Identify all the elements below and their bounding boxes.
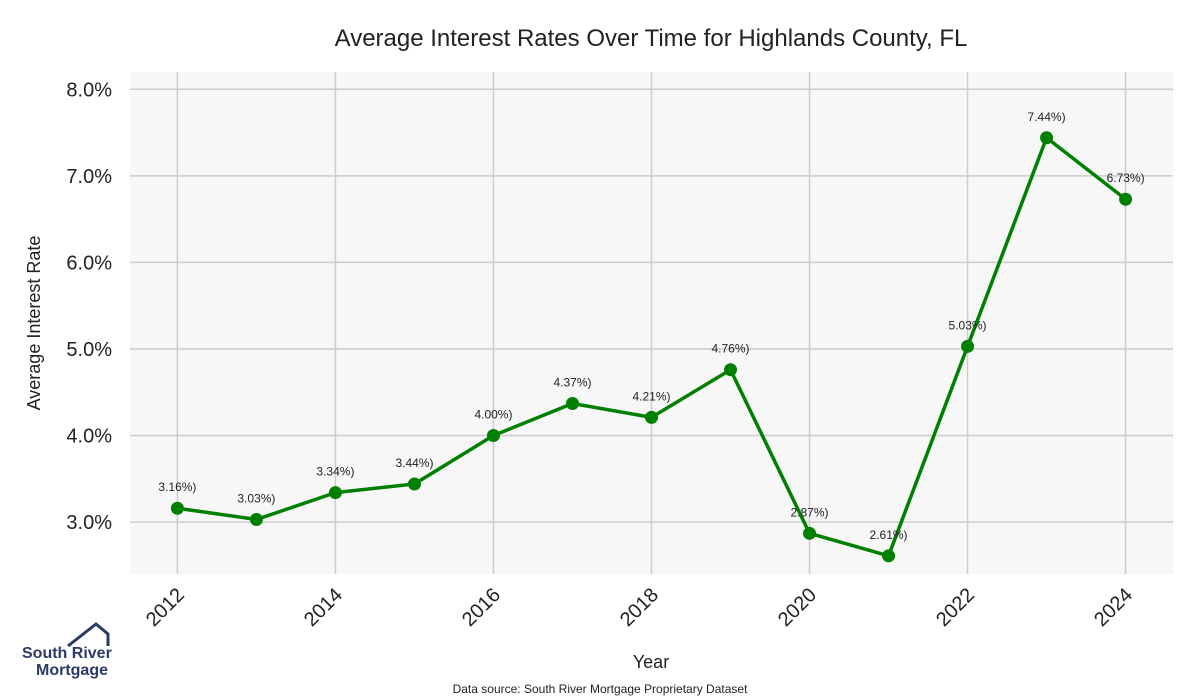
data-label: 2.61%) xyxy=(870,528,908,542)
data-point xyxy=(961,339,975,353)
data-point xyxy=(565,396,579,410)
data-point xyxy=(882,549,896,563)
data-point xyxy=(328,486,342,500)
x-tick-label: 2012 xyxy=(142,584,189,631)
data-label: 3.34%) xyxy=(316,465,354,479)
data-point xyxy=(1119,192,1133,206)
series-line-group xyxy=(170,131,1133,563)
x-axis: 2012 2014 2016 2018 2020 2022 2024 xyxy=(142,584,1137,631)
data-point xyxy=(803,526,817,540)
data-label: 4.37%) xyxy=(553,375,591,389)
x-tick-label: 2020 xyxy=(774,584,821,631)
grid xyxy=(130,72,1173,574)
data-label: 7.44%) xyxy=(1028,110,1066,124)
data-label: 3.03%) xyxy=(237,491,275,505)
y-tick-label: 4.0% xyxy=(66,426,112,448)
x-tick-label: 2016 xyxy=(458,584,505,631)
x-tick-label: 2022 xyxy=(932,584,979,631)
data-label: 6.73%) xyxy=(1107,171,1145,185)
data-label: 5.03%) xyxy=(949,318,987,332)
y-axis: 3.0% 4.0% 5.0% 6.0% 7.0% 8.0% xyxy=(66,79,112,534)
y-tick-label: 3.0% xyxy=(66,512,112,534)
data-point xyxy=(407,477,421,491)
data-point xyxy=(645,410,658,424)
chart-title: Average Interest Rates Over Time for Hig… xyxy=(335,25,968,52)
y-tick-label: 6.0% xyxy=(66,252,112,274)
x-tick-label: 2024 xyxy=(1090,584,1137,631)
logo-line-2: Mortgage xyxy=(36,662,108,679)
house-roof-icon xyxy=(67,622,110,648)
x-axis-label: Year xyxy=(633,652,669,672)
y-axis-label: Average Interest Rate xyxy=(24,236,44,411)
data-point xyxy=(170,501,184,515)
data-label: 3.16%) xyxy=(158,480,196,494)
y-tick-label: 8.0% xyxy=(66,79,112,101)
data-label: 4.00%) xyxy=(474,408,512,422)
data-point xyxy=(486,429,500,443)
logo-line-1: South River xyxy=(22,645,112,662)
data-label: 3.44%) xyxy=(395,456,433,470)
data-labels: 3.16%) 3.03%) 3.34%) 3.44%) 4.00%) 4.37%) 4.21… xyxy=(158,110,1144,542)
logo: South River Mortgage xyxy=(22,622,112,679)
x-tick-label: 2014 xyxy=(300,584,347,631)
data-source-note: Data source: South River Mortgage Propri… xyxy=(453,682,748,696)
x-tick-label: 2018 xyxy=(616,584,663,631)
y-tick-label: 5.0% xyxy=(66,339,112,361)
data-label: 4.76%) xyxy=(711,342,749,356)
data-point xyxy=(1040,131,1054,145)
data-label: 2.87%) xyxy=(791,505,829,519)
data-point xyxy=(249,512,263,526)
y-tick-label: 7.0% xyxy=(66,166,112,188)
data-point xyxy=(724,363,738,377)
data-label: 4.21%) xyxy=(632,389,670,403)
